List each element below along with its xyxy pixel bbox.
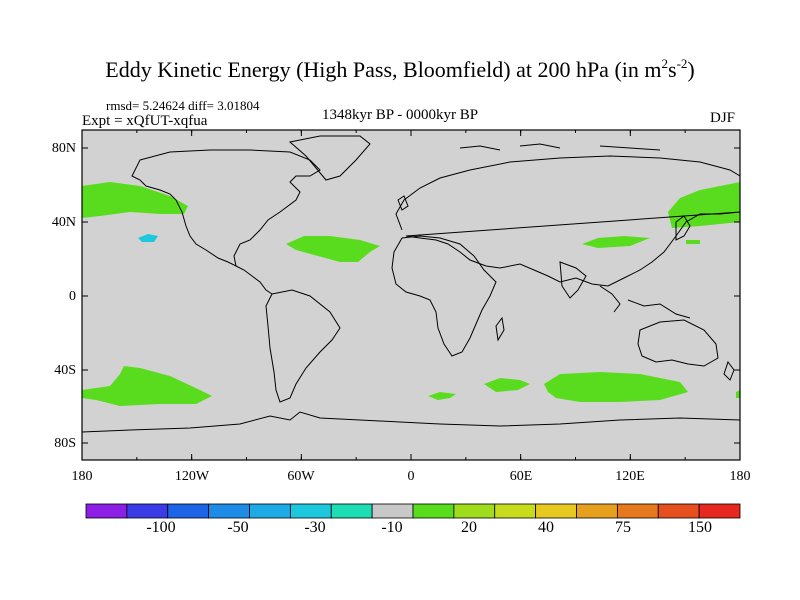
stats-text: rmsd= 5.24624 diff= 3.01804 [106,98,260,113]
colorbar-label: 150 [688,519,712,536]
coast-africa [391,235,497,357]
anomaly-north-pacific-west [668,182,740,228]
coast-central-america [235,265,273,295]
lon-label-180w: 180 [71,469,93,484]
negative-anomaly-regions [138,234,158,242]
anomaly-southern-ocean-5 [736,390,740,398]
anomaly-southern-ocean-4 [544,372,688,402]
lat-label-80n: 80N [51,141,76,156]
coastlines [81,135,741,433]
lon-label-60w: 60W [287,469,315,484]
axis-ticks [81,130,741,460]
colorbar-swatch [208,503,250,519]
coast-india [559,261,587,299]
coast-north-america [131,149,321,267]
coast-australia [637,319,719,367]
lon-label-60e: 60E [509,469,533,484]
coast-japan [675,215,691,241]
anomaly-patch-small-1 [686,240,700,244]
lon-label-120e: 120E [615,469,645,484]
anomaly-northeast-pacific-negative [138,234,158,242]
colorbar-swatch [616,503,659,519]
colorbar-label: -100 [146,519,176,536]
season-label: DJF [710,110,736,126]
coast-southeast-asia [599,285,691,319]
coast-greenland [288,135,371,181]
lat-label-40s: 40S [54,363,76,378]
colorbar-label: 40 [538,519,554,536]
colorbar-label: -50 [227,519,249,536]
period-label: 1348kyr BP - 0000kyr BP [322,107,479,123]
anomaly-southern-ocean-1 [82,366,212,406]
colorbar-swatch [249,503,291,519]
colorbar-label: -10 [381,519,403,536]
coast-antarctica [81,411,741,433]
map-background [82,130,740,460]
coast-south-america [265,289,341,403]
colorbar-swatch [657,503,700,519]
anomaly-north-pacific-east [82,182,188,218]
colorbar-swatch [412,503,455,519]
colorbar-swatch [576,503,618,519]
anomaly-southern-ocean-3 [484,378,530,392]
experiment-label: Expt = xQfUT-xqfua [82,113,208,129]
lat-label-80s: 80S [54,436,76,451]
colorbar-swatch [85,503,128,519]
lon-label-180e: 180 [729,469,751,484]
coast-arctic-islands [459,143,661,151]
colorbar-swatch [167,503,210,519]
colorbar-swatch [126,503,169,519]
colorbar-swatch [289,503,332,519]
colorbar-label: -30 [304,519,326,536]
anomaly-southern-ocean-2 [428,392,456,400]
anomaly-north-atlantic [286,236,380,262]
lat-label-0: 0 [69,289,76,304]
coast-madagascar [495,316,505,342]
colorbar-swatch [494,503,537,519]
coast-new-zealand [723,360,735,381]
lat-label-40n: 40N [51,215,76,230]
lon-label-120w: 120W [174,469,210,484]
coast-british-isles [397,195,409,211]
colorbar-swatch [453,503,496,519]
lon-label-0: 0 [407,469,415,484]
colorbar [85,503,741,519]
colorbar-swatch [535,503,577,519]
colorbar-swatch [698,503,741,519]
plot-title: Eddy Kinetic Energy (High Pass, Bloomfie… [105,56,695,82]
colorbar-swatch [330,503,373,519]
colorbar-label: 20 [461,519,477,536]
positive-anomaly-regions [82,182,740,406]
anomaly-north-africa [582,236,650,248]
colorbar-label: 75 [615,519,631,536]
colorbar-swatch [371,503,414,519]
